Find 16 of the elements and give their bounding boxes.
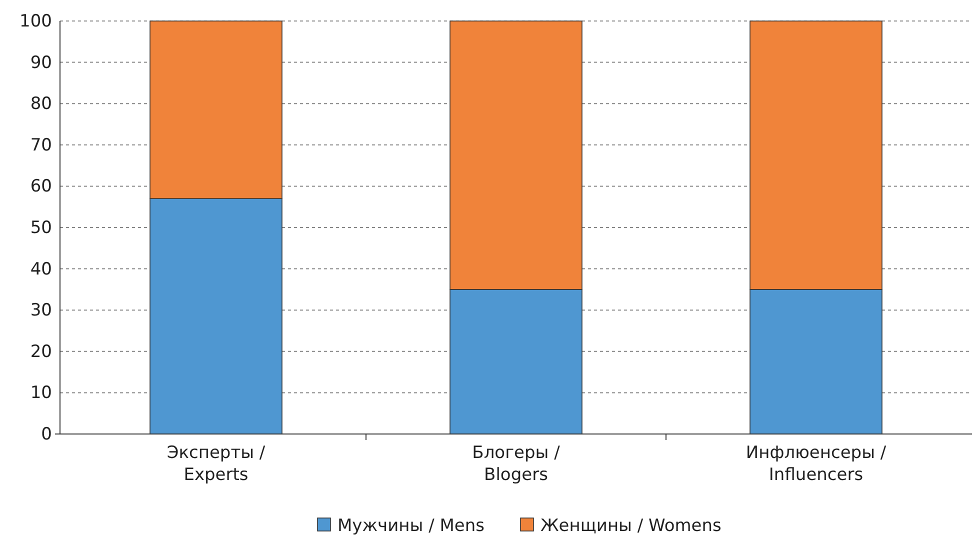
- y-tick-label: 30: [30, 300, 52, 321]
- y-tick-label: 90: [30, 52, 52, 73]
- x-tick-label: Блогеры / Blogers: [472, 443, 560, 485]
- legend-label: Женщины / Womens: [540, 516, 722, 536]
- y-tick-label: 40: [30, 259, 52, 280]
- legend-label: Мужчины / Mens: [338, 516, 485, 536]
- x-tick-label: Эксперты / Experts: [166, 443, 266, 485]
- y-tick-label: 100: [20, 11, 52, 32]
- y-tick-label: 10: [30, 383, 52, 404]
- y-tick-label: 50: [30, 218, 52, 238]
- y-tick-label: 60: [30, 176, 52, 197]
- y-tick-label: 20: [30, 342, 52, 362]
- y-tick-label: 0: [41, 424, 52, 444]
- y-tick-label: 70: [30, 135, 52, 156]
- x-tick-label: Инфлюенсеры / Influencers: [746, 443, 886, 485]
- y-tick-label: 80: [30, 94, 52, 114]
